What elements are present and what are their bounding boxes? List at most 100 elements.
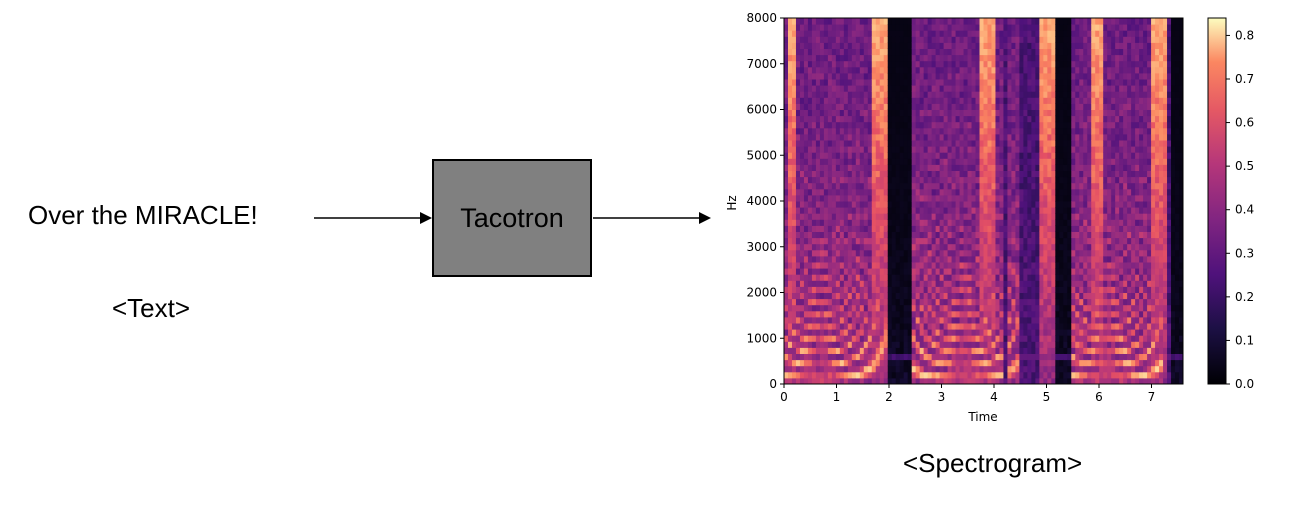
spectrogram-cell [879, 24, 885, 31]
spectrogram-cell [907, 323, 913, 330]
spectrogram-cell [1031, 54, 1036, 62]
spectrogram-cell [979, 231, 984, 239]
spectrogram-cell [799, 18, 805, 25]
spectrogram-cell [1107, 335, 1112, 342]
spectrogram-cell [784, 207, 789, 214]
spectrogram-cell [987, 365, 992, 373]
spectrogram-cell [871, 194, 877, 202]
spectrogram-cell [791, 109, 797, 117]
spectrogram-cell [983, 127, 988, 135]
spectrogram-cell [975, 152, 981, 159]
spectrogram-cell [867, 298, 873, 306]
spectrogram-cell [784, 329, 789, 336]
spectrogram-cell [855, 201, 861, 208]
spectrogram-cell [1039, 274, 1044, 281]
spectrogram-cell [1095, 262, 1100, 269]
spectrogram-cell [967, 310, 973, 318]
spectrogram-cell [935, 298, 941, 306]
spectrogram-cell [983, 316, 988, 324]
spectrogram-cell [879, 182, 885, 190]
spectrogram-cell [1055, 329, 1060, 336]
spectrogram-cell [1071, 18, 1076, 25]
spectrogram-cell [955, 54, 961, 62]
spectrogram-cell [1083, 371, 1088, 379]
spectrogram-cell [1087, 182, 1092, 190]
spectrogram-cell [955, 103, 961, 110]
spectrogram-cell [807, 298, 813, 306]
spectrogram-cell [927, 48, 933, 56]
spectrogram-cell [907, 341, 913, 348]
spectrogram-cell [871, 24, 877, 31]
spectrogram-cell [843, 18, 849, 25]
spectrogram-cell [923, 286, 929, 293]
spectrogram-cell [1107, 274, 1112, 281]
spectrogram-cell [1095, 353, 1100, 361]
spectrogram-cell [1035, 66, 1040, 74]
spectrogram-cell [867, 225, 873, 232]
spectrogram-cell [787, 164, 793, 171]
spectrogram-cell [1047, 152, 1052, 159]
spectrogram-cell [887, 298, 893, 306]
spectrogram-cell [1019, 304, 1024, 312]
spectrogram-cell [1107, 262, 1112, 269]
spectrogram-cell [784, 48, 789, 56]
spectrogram-cell [883, 140, 889, 147]
spectrogram-cell [1019, 127, 1024, 135]
spectrogram-cell [815, 140, 821, 147]
spectrogram-cell [1019, 79, 1024, 86]
spectrogram-cell [951, 48, 957, 56]
spectrogram-cell [963, 176, 969, 184]
spectrogram-cell [875, 146, 881, 153]
spectrogram-cell [1039, 329, 1044, 336]
spectrogram-cell [1103, 268, 1108, 275]
spectrogram-cell [807, 164, 813, 171]
spectrogram-cell [975, 353, 981, 361]
spectrogram-cell [963, 225, 969, 232]
spectrogram-cell [919, 237, 925, 245]
spectrogram-cell [1019, 194, 1024, 202]
spectrogram-cell [795, 298, 801, 306]
spectrogram-cell [1091, 158, 1096, 165]
spectrogram-cell [1043, 213, 1048, 220]
spectrogram-cell [1099, 30, 1104, 37]
spectrogram-cell [791, 243, 797, 251]
spectrogram-cell [923, 97, 929, 104]
spectrogram-cell [803, 292, 809, 300]
spectrogram-cell [803, 188, 809, 196]
spectrogram-cell [1091, 377, 1096, 385]
spectrogram-cell [943, 176, 949, 184]
spectrogram-cell [967, 42, 973, 49]
spectrogram-cell [943, 323, 949, 330]
spectrogram-cell [831, 79, 837, 86]
spectrogram-cell [831, 24, 837, 31]
spectrogram-cell [1095, 170, 1100, 178]
spectrogram-cell [1091, 72, 1096, 80]
spectrogram-cell [955, 359, 961, 367]
spectrogram-cell [943, 231, 949, 239]
spectrogram-cell [875, 249, 881, 257]
spectrogram-cell [875, 213, 881, 220]
spectrogram-cell [855, 194, 861, 202]
spectrogram-cell [879, 298, 885, 306]
spectrogram-cell [1111, 347, 1116, 354]
spectrogram-cell [1087, 194, 1092, 202]
spectrogram-cell [979, 30, 984, 37]
spectrogram-cell [784, 54, 789, 62]
spectrogram-cell [1023, 176, 1028, 184]
spectrogram-cell [1031, 280, 1036, 287]
spectrogram-cell [819, 127, 825, 135]
spectrogram-cell [951, 109, 957, 117]
spectrogram-cell [1027, 146, 1032, 153]
spectrogram-cell [983, 30, 988, 37]
spectrogram-cell [915, 91, 921, 98]
spectrogram-cell [823, 329, 829, 336]
spectrogram-cell [843, 262, 849, 269]
spectrogram-cell [1075, 274, 1080, 281]
spectrogram-cell [983, 280, 988, 287]
spectrogram-cell [1055, 103, 1060, 110]
spectrogram-cell [983, 97, 988, 104]
spectrogram-cell [811, 115, 817, 123]
spectrogram-cell [991, 341, 996, 348]
spectrogram-cell [1083, 262, 1088, 269]
spectrogram-cell [1059, 152, 1064, 159]
